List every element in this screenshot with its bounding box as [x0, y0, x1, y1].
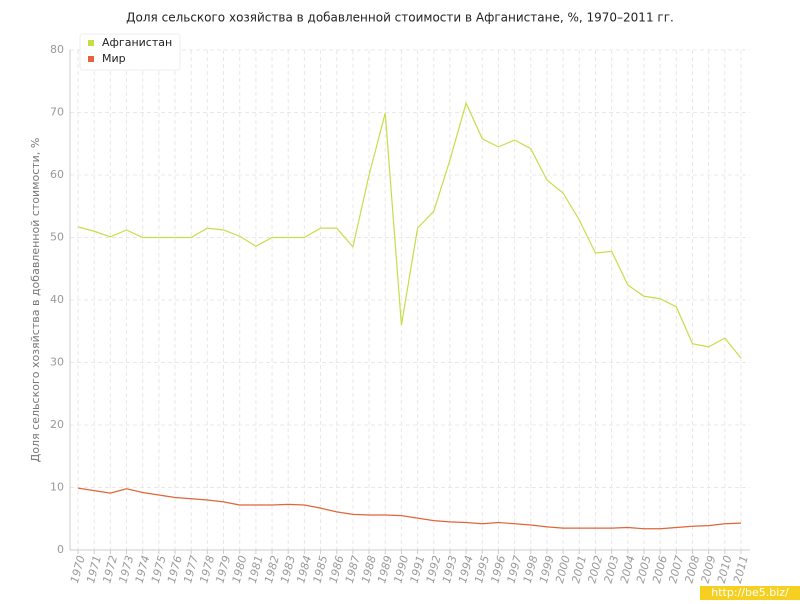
legend: Афганистан Мир	[79, 33, 181, 71]
legend-box	[79, 33, 181, 71]
y-tick-label: 70	[50, 106, 64, 119]
y-tick-label: 10	[50, 481, 64, 494]
y-axis-title: Доля сельского хозяйства в добавленной с…	[29, 138, 42, 463]
y-tick-label: 0	[57, 543, 64, 556]
y-tick-label: 30	[50, 356, 64, 369]
watermark-bg	[700, 586, 800, 600]
legend-label: Мир	[102, 52, 126, 65]
y-tick-label: 80	[50, 43, 64, 56]
chart-title: Доля сельского хозяйства в добавленной с…	[126, 11, 674, 25]
watermark: http://be5.biz/	[711, 586, 789, 599]
series-line	[77, 487, 742, 530]
legend-swatch	[88, 40, 94, 46]
y-tick-label: 50	[50, 231, 64, 244]
y-tick-label: 60	[50, 168, 64, 181]
legend-swatch	[88, 56, 94, 62]
legend-label: Афганистан	[102, 36, 172, 49]
series-line	[77, 101, 742, 359]
y-tick-label: 20	[50, 418, 64, 431]
y-tick-label: 40	[50, 293, 64, 306]
